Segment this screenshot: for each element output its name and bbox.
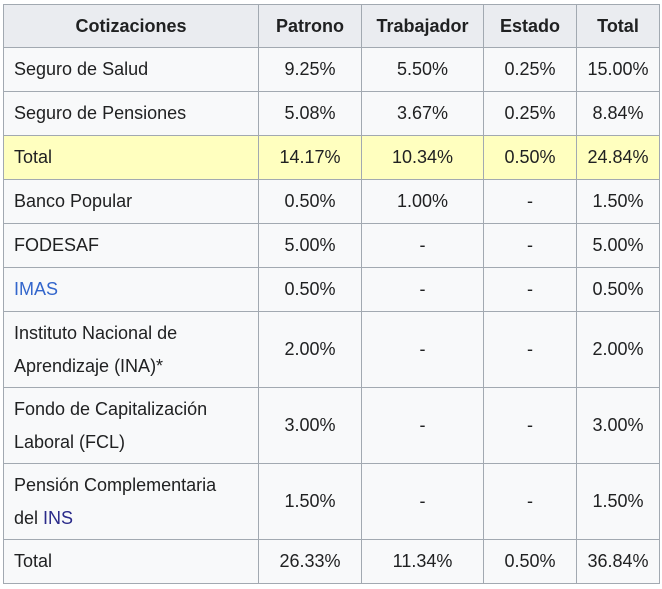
cell-patrono: 3.00% (258, 387, 362, 464)
cell-total: 1.50% (576, 179, 660, 224)
table-row: Pensión Complementaria del INS 1.50% - - … (3, 463, 660, 540)
cell-total: 8.84% (576, 91, 660, 136)
row-label: FODESAF (3, 223, 259, 268)
table-row: FODESAF 5.00% - - 5.00% (3, 223, 660, 268)
cell-trabajador: - (361, 311, 484, 388)
cell-patrono: 26.33% (258, 539, 362, 584)
ins-link[interactable]: INS (43, 507, 74, 528)
cell-patrono: 14.17% (258, 135, 362, 180)
cell-patrono: 5.00% (258, 223, 362, 268)
row-label: Total (3, 135, 259, 180)
cell-total: 2.00% (576, 311, 660, 388)
row-label: Instituto Nacional de Aprendizaje (INA)* (3, 311, 259, 388)
cell-patrono: 2.00% (258, 311, 362, 388)
row-label: Fondo de Capitalización Laboral (FCL) (3, 387, 259, 464)
table-header-row: Cotizaciones Patrono Trabajador Estado T… (3, 4, 660, 48)
cell-patrono: 9.25% (258, 47, 362, 92)
row-label-line1: Fondo de Capitalización (14, 398, 208, 419)
row-label-line1: Instituto Nacional de (14, 322, 178, 343)
cell-estado: 0.25% (483, 47, 577, 92)
cell-total: 3.00% (576, 387, 660, 464)
subtotal-row: Total 14.17% 10.34% 0.50% 24.84% (3, 135, 660, 180)
cell-patrono: 1.50% (258, 463, 362, 540)
cell-trabajador: - (361, 387, 484, 464)
row-label: Seguro de Pensiones (3, 91, 259, 136)
header-patrono: Patrono (258, 4, 362, 48)
cell-total: 1.50% (576, 463, 660, 540)
cell-total: 15.00% (576, 47, 660, 92)
header-total: Total (576, 4, 660, 48)
table-row: Seguro de Pensiones 5.08% 3.67% 0.25% 8.… (3, 91, 660, 136)
row-label: Banco Popular (3, 179, 259, 224)
cell-estado: - (483, 223, 577, 268)
table-row: Banco Popular 0.50% 1.00% - 1.50% (3, 179, 660, 224)
cell-total: 0.50% (576, 267, 660, 312)
cell-estado: - (483, 463, 577, 540)
cell-trabajador: 1.00% (361, 179, 484, 224)
cell-total: 5.00% (576, 223, 660, 268)
imas-link[interactable]: IMAS (14, 279, 59, 299)
header-estado: Estado (483, 4, 577, 48)
cell-estado: - (483, 311, 577, 388)
cell-estado: - (483, 267, 577, 312)
grand-total-row: Total 26.33% 11.34% 0.50% 36.84% (3, 539, 660, 584)
cell-total: 24.84% (576, 135, 660, 180)
cell-trabajador: - (361, 267, 484, 312)
row-label: Seguro de Salud (3, 47, 259, 92)
cell-patrono: 0.50% (258, 179, 362, 224)
row-label-line2: Aprendizaje (INA)* (14, 355, 164, 376)
row-label: Pensión Complementaria del INS (3, 463, 259, 540)
cell-estado: 0.50% (483, 539, 577, 584)
cell-patrono: 5.08% (258, 91, 362, 136)
row-label-line2-prefix: del (14, 507, 44, 528)
row-label: IMAS (3, 267, 259, 312)
row-label: Total (3, 539, 259, 584)
cell-trabajador: 3.67% (361, 91, 484, 136)
row-label-line2: Laboral (FCL) (14, 431, 126, 452)
row-label-line1: Pensión Complementaria (14, 474, 217, 495)
table-row: Seguro de Salud 9.25% 5.50% 0.25% 15.00% (3, 47, 660, 92)
table-row: Instituto Nacional de Aprendizaje (INA)* … (3, 311, 660, 388)
table-row: Fondo de Capitalización Laboral (FCL) 3.0… (3, 387, 660, 464)
cell-trabajador: 11.34% (361, 539, 484, 584)
cell-estado: - (483, 179, 577, 224)
cell-trabajador: - (361, 223, 484, 268)
cotizaciones-table: Cotizaciones Patrono Trabajador Estado T… (3, 4, 660, 584)
cell-trabajador: 5.50% (361, 47, 484, 92)
cell-trabajador: - (361, 463, 484, 540)
header-cotizaciones: Cotizaciones (3, 4, 259, 48)
header-trabajador: Trabajador (361, 4, 484, 48)
cell-estado: 0.50% (483, 135, 577, 180)
cell-total: 36.84% (576, 539, 660, 584)
cell-trabajador: 10.34% (361, 135, 484, 180)
cell-estado: 0.25% (483, 91, 577, 136)
cell-patrono: 0.50% (258, 267, 362, 312)
cell-estado: - (483, 387, 577, 464)
table-row: IMAS 0.50% - - 0.50% (3, 267, 660, 312)
